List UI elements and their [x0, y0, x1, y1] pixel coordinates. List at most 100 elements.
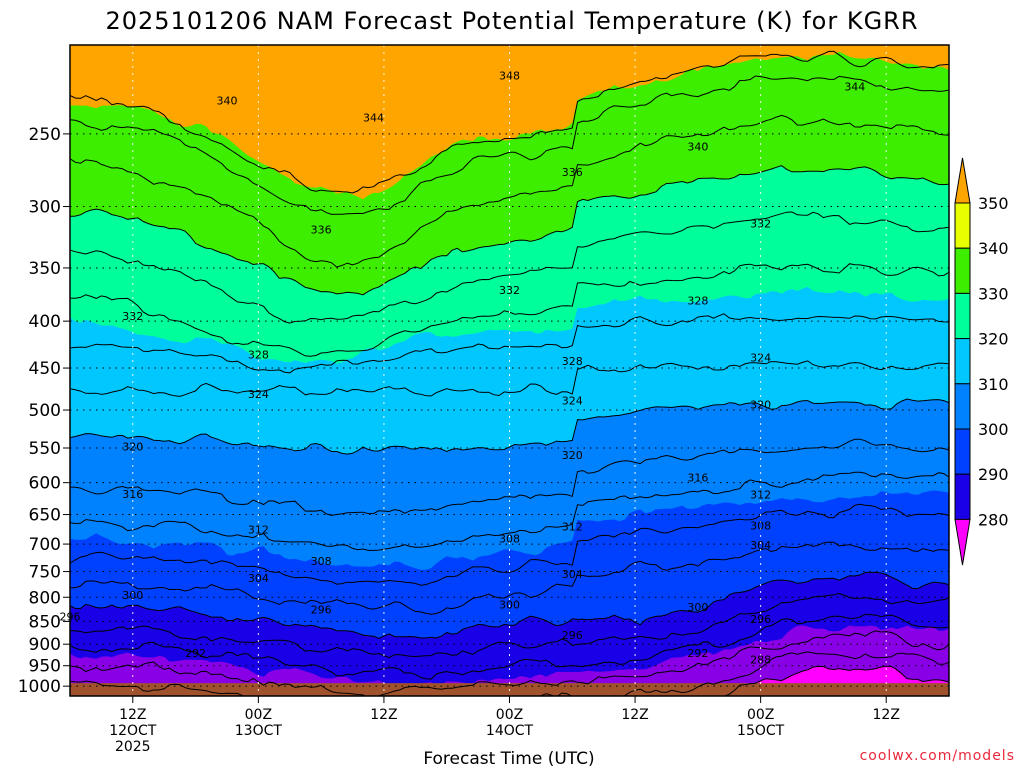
y-tick-label: 300: [29, 198, 61, 218]
y-tick-label: 800: [29, 588, 61, 608]
colorbar-segment-top: [954, 157, 971, 204]
y-axis: 250 300 350 400 450 500 550 600 650 700 750 800 850 9…: [18, 125, 70, 697]
colorbar-label: 290: [978, 465, 1009, 484]
y-tick-label: 350: [29, 259, 61, 279]
contour-label: 312: [248, 524, 269, 537]
contour-label: 300: [499, 599, 520, 612]
contour-label: 288: [750, 653, 771, 666]
contour-label: 336: [562, 166, 583, 179]
contour-label: 312: [750, 488, 771, 501]
contour-line-352: [70, 50, 949, 194]
contour-line-288: [70, 630, 949, 696]
contour-label: 292: [687, 647, 708, 660]
contour-label: 344: [363, 112, 384, 125]
contour-label: 324: [562, 394, 583, 407]
x-tick-label: 12Z: [621, 707, 648, 723]
contour-label: 336: [311, 224, 332, 237]
contour-label: 320: [562, 449, 583, 462]
contour-label: 308: [750, 519, 771, 532]
y-tick-label: 900: [29, 635, 61, 655]
x-tick-label: 00Z: [496, 707, 523, 723]
colorbar-label: 340: [978, 239, 1009, 258]
y-tick-label: 250: [29, 125, 61, 145]
y-tick-label: 700: [29, 535, 61, 555]
contour-label: 332: [750, 217, 771, 230]
colorbar-segment: [954, 202, 971, 249]
y-tick-label: 1000: [18, 677, 61, 697]
contour-label: 300: [122, 589, 143, 602]
y-tick-label: 650: [29, 506, 61, 526]
contour-label: 324: [750, 351, 771, 364]
y-tick-label: 950: [29, 657, 61, 677]
chart-title: 2025101206 NAM Forecast Potential Temper…: [105, 7, 918, 35]
y-tick-label: 600: [29, 474, 61, 494]
colorbar-label: 280: [978, 510, 1009, 529]
contour-line-300: [70, 571, 949, 639]
band-fill-290: [70, 625, 949, 696]
contour-label: 308: [499, 532, 520, 545]
contour-line-324: [70, 360, 949, 397]
contour-line-292: [70, 613, 949, 680]
contour-line-316: [70, 438, 949, 516]
contour-label: 328: [248, 349, 269, 362]
colorbar-segment-bottom: [954, 518, 971, 566]
contour-label: 304: [248, 572, 269, 585]
contour-label: 316: [122, 488, 143, 501]
contour-label: 316: [687, 471, 708, 484]
colorbar-segment: [954, 428, 971, 475]
contour-line-280: [722, 665, 949, 696]
contour-label: 332: [122, 310, 143, 323]
x-tick-label: 12Z: [873, 707, 900, 723]
contour-label: 296: [562, 629, 583, 642]
contour-label: 340: [216, 95, 237, 108]
colorbar-label: 330: [978, 284, 1009, 303]
contour-label: 320: [122, 441, 143, 454]
contour-line-284: [70, 651, 949, 696]
contour-label: 344: [844, 81, 865, 94]
y-tick-label: 850: [29, 612, 61, 632]
contour-line-320: [70, 398, 949, 455]
credit-text: coolwx.com/models: [860, 748, 1015, 764]
contour-label: 328: [562, 355, 583, 368]
contour-line-296: [70, 592, 949, 659]
y-tick-label: 550: [29, 439, 61, 459]
x-tick-label: 12Z: [370, 707, 397, 723]
x-tick-label: 15OCT: [737, 723, 785, 739]
contour-line-348: [70, 75, 949, 215]
contour-label: 292: [185, 647, 206, 660]
x-tick-label: 12Z: [119, 707, 146, 723]
contour-line-304: [70, 541, 949, 615]
x-tick-label: 13OCT: [235, 723, 283, 739]
contour-line-312: [70, 471, 949, 551]
contour-label: 320: [750, 398, 771, 411]
contour-labels: 340 348 344 344 340 336 336 332 332 332 328 328 328 3…: [60, 70, 866, 667]
x-tick-label: 2025: [115, 739, 151, 755]
contour-label: 312: [562, 521, 583, 534]
colorbar-segment: [954, 247, 971, 294]
y-tick-label: 400: [29, 312, 61, 332]
colorbar-label: 350: [978, 194, 1009, 213]
y-tick-label: 750: [29, 563, 61, 583]
colorbar-segment: [954, 292, 971, 340]
contour-line-336: [70, 211, 949, 324]
contour-label: 348: [499, 70, 520, 83]
colorbar-segment: [954, 383, 971, 430]
contour-label: 324: [248, 388, 269, 401]
colorbar-segment: [954, 338, 971, 385]
y-tick-label: 500: [29, 401, 61, 421]
contour-label: 332: [499, 284, 520, 297]
contour-label: 296: [60, 611, 81, 624]
colorbar-label: 310: [978, 375, 1009, 394]
contour-label: 296: [311, 604, 332, 617]
colorbar: 350 340 330 320 310 300 290 280: [954, 157, 1009, 566]
contour-label: 300: [687, 601, 708, 614]
contour-label: 328: [687, 295, 708, 308]
contour-label: 296: [750, 613, 771, 626]
y-tick-label: 450: [29, 359, 61, 379]
colorbar-label: 320: [978, 330, 1009, 349]
contour-label: 340: [687, 140, 708, 153]
contour-label: 304: [562, 568, 583, 581]
contour-label: 308: [311, 555, 332, 568]
